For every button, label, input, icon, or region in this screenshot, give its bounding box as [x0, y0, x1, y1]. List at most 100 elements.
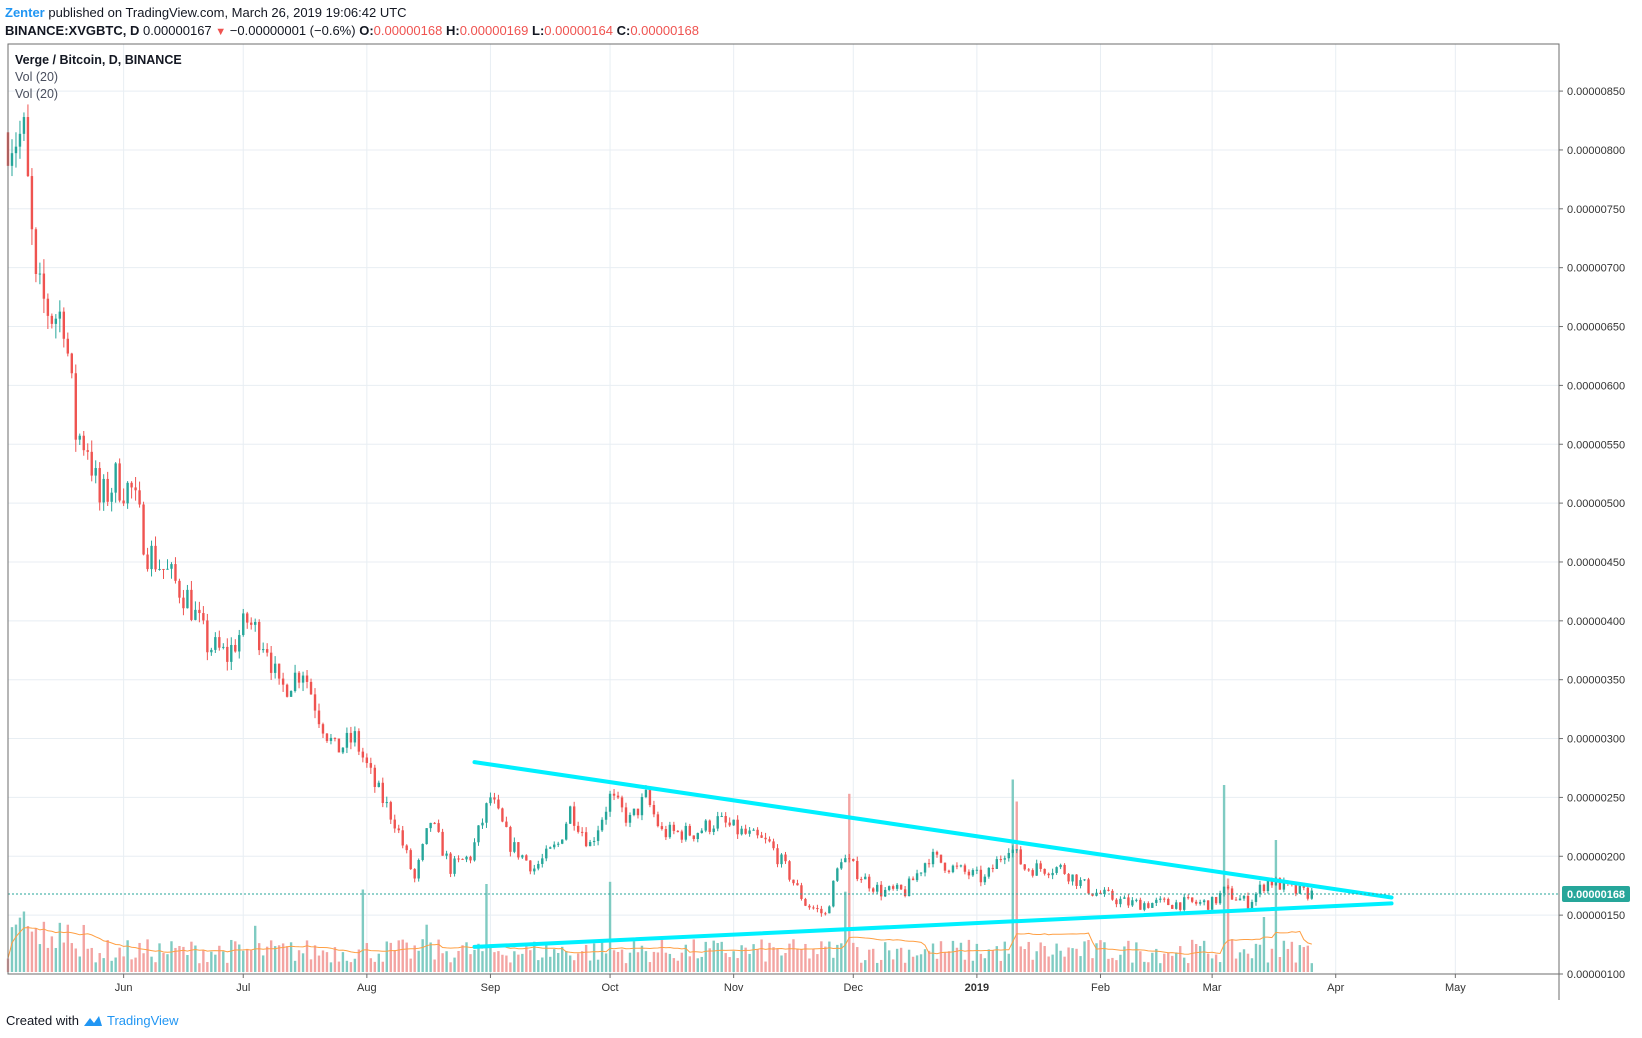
candle-body — [222, 646, 225, 648]
volume-bar — [313, 945, 317, 972]
volume-bar — [696, 958, 699, 972]
candle-body — [1115, 899, 1118, 905]
candle-body — [1011, 849, 1014, 853]
volume-bar — [481, 951, 484, 972]
price-chart[interactable]: 0.00000100 0.00000150 0.00000200 0.00000250… — [0, 0, 1642, 1010]
volume-bar — [86, 948, 89, 972]
volume-bar — [433, 959, 436, 972]
volume-bar — [186, 955, 189, 972]
time-axis[interactable]: Jun Jul Aug Sep Oct Nov Dec 2019 Feb Mar Apr May — [115, 974, 1466, 994]
volume-bar — [142, 953, 145, 972]
candle-body — [935, 851, 939, 855]
volume-bar — [102, 958, 105, 972]
volume-bar — [273, 946, 277, 972]
candle-body — [565, 823, 568, 840]
candle-body — [684, 825, 688, 840]
volume-bar — [26, 925, 30, 972]
volume-bar — [883, 942, 887, 972]
volume-bar — [588, 960, 592, 972]
candle-body — [150, 545, 153, 570]
candle-body — [816, 908, 819, 910]
tradingview-brand-link[interactable]: TradingView — [106, 1013, 179, 1028]
volume-bar — [281, 943, 285, 972]
volume-bar — [158, 943, 161, 972]
candle-body — [238, 635, 241, 652]
volume-bar — [1238, 952, 1242, 972]
volume-bar — [118, 947, 121, 972]
volume-bar — [983, 958, 987, 972]
candle-body — [776, 848, 779, 865]
price-tick-label: 0.00000700 — [1567, 263, 1625, 275]
candle-body — [1007, 852, 1010, 859]
candle-body — [951, 865, 955, 873]
candle-body — [1254, 893, 1258, 902]
volume-bar — [1250, 958, 1254, 972]
candle-body — [1139, 899, 1142, 910]
candle-body — [305, 675, 309, 682]
candle-body — [672, 824, 676, 831]
candle-body — [529, 860, 532, 872]
volume-bar — [373, 961, 377, 972]
volume-bar — [453, 957, 456, 972]
candle-body — [409, 850, 412, 870]
trendlines[interactable] — [472, 760, 1394, 949]
volume-bar — [907, 949, 911, 972]
volume-bar — [1019, 946, 1022, 972]
candle-body — [461, 858, 464, 860]
publisher-link[interactable]: Zenter — [5, 5, 45, 20]
price-axis[interactable]: 0.00000100 0.00000150 0.00000200 0.00000250… — [1559, 86, 1625, 981]
candle-body — [1282, 880, 1286, 890]
candle-body — [872, 888, 875, 892]
volume-bar — [728, 957, 731, 972]
volume-bar — [576, 953, 580, 972]
candle-body — [568, 806, 572, 824]
volume-bar — [369, 958, 373, 972]
volume-bar — [226, 962, 229, 972]
candle-body — [664, 829, 668, 838]
volume-bar — [1190, 939, 1194, 972]
candle-body — [876, 884, 879, 892]
volume-bar — [357, 949, 361, 972]
volume-bar — [441, 953, 444, 972]
volume-bar — [764, 961, 767, 972]
candle-body — [1294, 884, 1298, 894]
volume-bar — [891, 959, 895, 972]
volume-bar — [1266, 962, 1270, 972]
candle-body — [828, 906, 831, 914]
candle-body — [580, 831, 584, 833]
candle-body — [732, 819, 735, 826]
legend-vol-2: Vol (20) — [15, 87, 59, 101]
candle-body — [1027, 869, 1030, 871]
candle-body — [234, 644, 237, 652]
candle-body — [397, 828, 400, 831]
price-tick-label: 0.00000650 — [1567, 322, 1625, 334]
price-tick-label: 0.00000800 — [1567, 145, 1625, 157]
candle-body — [170, 564, 173, 569]
candle-body — [1246, 895, 1250, 910]
time-tick-label: May — [1445, 982, 1466, 994]
volume-bar — [14, 924, 18, 972]
volume-bar — [812, 949, 815, 972]
volume-bar — [1071, 948, 1074, 972]
volume-bars — [6, 779, 1313, 972]
volume-bar — [218, 945, 221, 972]
volume-bar — [991, 950, 995, 972]
volume-bar — [1198, 946, 1202, 972]
candle-body — [1226, 886, 1230, 889]
candle-body — [736, 819, 739, 835]
candle-body — [561, 839, 564, 844]
grid — [8, 44, 1559, 975]
volume-bar — [1131, 962, 1134, 972]
low-value: 0.00000164 — [544, 23, 613, 38]
candle-body — [281, 678, 285, 685]
candle-body — [417, 859, 420, 879]
volume-bar — [114, 957, 117, 972]
candle-body — [457, 858, 460, 860]
candle-body — [441, 831, 444, 856]
candle-body — [588, 842, 592, 847]
volume-bar — [879, 959, 883, 972]
volume-bar — [848, 793, 851, 972]
candle-body — [377, 782, 381, 787]
volume-bar — [756, 949, 759, 972]
candle-body — [931, 851, 935, 865]
